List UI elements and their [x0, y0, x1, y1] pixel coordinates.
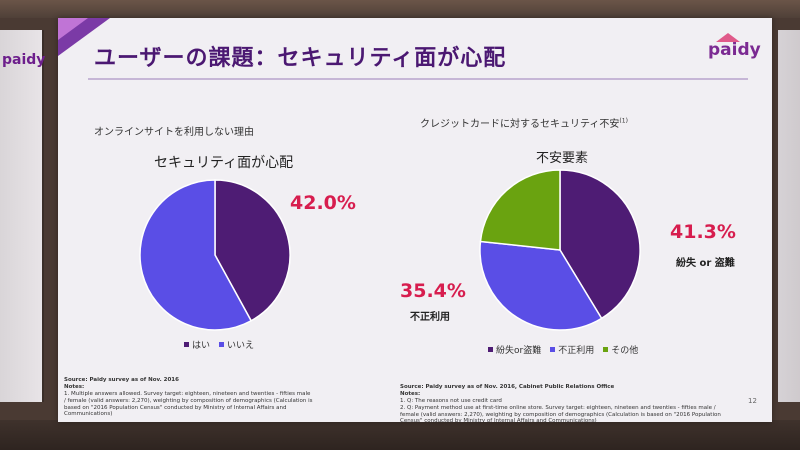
legend-item-no: いいえ: [219, 338, 254, 351]
title-divider: [88, 78, 748, 80]
room-floor-edge: [0, 420, 800, 450]
legend-swatch-other: [603, 347, 609, 352]
right-mid-value: 35.4%: [400, 280, 466, 302]
legend-item-loss-theft: 紛失or盗難: [488, 343, 541, 356]
logo-roof-icon: [716, 33, 740, 42]
left-subtitle: オンラインサイトを利用しない理由: [94, 127, 254, 138]
pie-slice-0: [214, 179, 291, 322]
slide-title: ユーザーの課題：セキュリティ面が心配: [94, 46, 507, 71]
right-large-text: 紛失 or 盗難: [676, 258, 735, 269]
left-notes-label: Notes:: [64, 383, 85, 390]
legend-swatch-no: [219, 342, 225, 347]
left-footer: Source: Paidy survey as of Nov. 2016 Not…: [64, 377, 314, 418]
legend-swatch-fraud: [550, 347, 556, 352]
left-legend: はい いいえ: [184, 338, 254, 351]
left-chart-title: セキュリティ面が心配: [154, 155, 294, 171]
right-chart-title: 不安要素: [536, 151, 589, 166]
pie-slice-0: [559, 169, 641, 320]
left-pie-chart: [139, 179, 291, 331]
legend-label-fraud: 不正利用: [558, 346, 595, 356]
right-side-screen: [778, 30, 800, 402]
pie-slice-1: [479, 240, 603, 331]
legend-item-yes: はい: [184, 338, 210, 351]
pie-slice-1: [139, 179, 253, 331]
page-number: 12: [748, 397, 757, 405]
left-percent-label: 42.0%: [290, 192, 356, 214]
right-large-value: 41.3%: [670, 221, 736, 243]
room-ceiling: [0, 0, 800, 18]
legend-label-no: いいえ: [227, 341, 255, 351]
left-source: Source: Paidy survey as of Nov. 2016: [64, 377, 179, 383]
right-notes-label: Notes:: [400, 390, 421, 397]
left-screen-logo: paidy: [2, 52, 46, 68]
presentation-slide: ユーザーの課題：セキュリティ面が心配 paidy オンラインサイトを利用しない理…: [58, 18, 772, 422]
legend-swatch-yes: [184, 342, 189, 347]
left-note-1: 1. Multiple answers allowed. Survey targ…: [64, 390, 313, 418]
right-pie-chart: [479, 169, 641, 331]
legend-label-yes: はい: [192, 341, 211, 351]
right-footer: Source: Paidy survey as of Nov. 2016, Ca…: [400, 384, 730, 422]
right-note-2: 2. Q: Payment method use at first-time o…: [400, 404, 721, 422]
legend-swatch-loss-theft: [488, 347, 493, 352]
right-mid-text: 不正利用: [410, 312, 450, 323]
right-subtitle: クレジットカードに対するセキュリティ不安(1): [420, 117, 628, 130]
legend-label-loss-theft: 紛失or盗難: [496, 346, 542, 356]
right-note-1: 1. Q: The reasons not use credit card: [400, 397, 502, 404]
right-source: Source: Paidy survey as of Nov. 2016, Ca…: [400, 384, 615, 390]
pie-slice-2: [479, 169, 561, 251]
corner-decoration-light: [58, 18, 88, 40]
legend-label-other: その他: [611, 346, 639, 356]
paidy-logo: paidy: [708, 40, 761, 60]
left-side-screen: paidy: [0, 30, 46, 402]
right-legend: 紛失or盗難 不正利用 その他: [488, 343, 638, 356]
legend-item-other: その他: [603, 343, 638, 356]
legend-item-fraud: 不正利用: [550, 343, 594, 356]
